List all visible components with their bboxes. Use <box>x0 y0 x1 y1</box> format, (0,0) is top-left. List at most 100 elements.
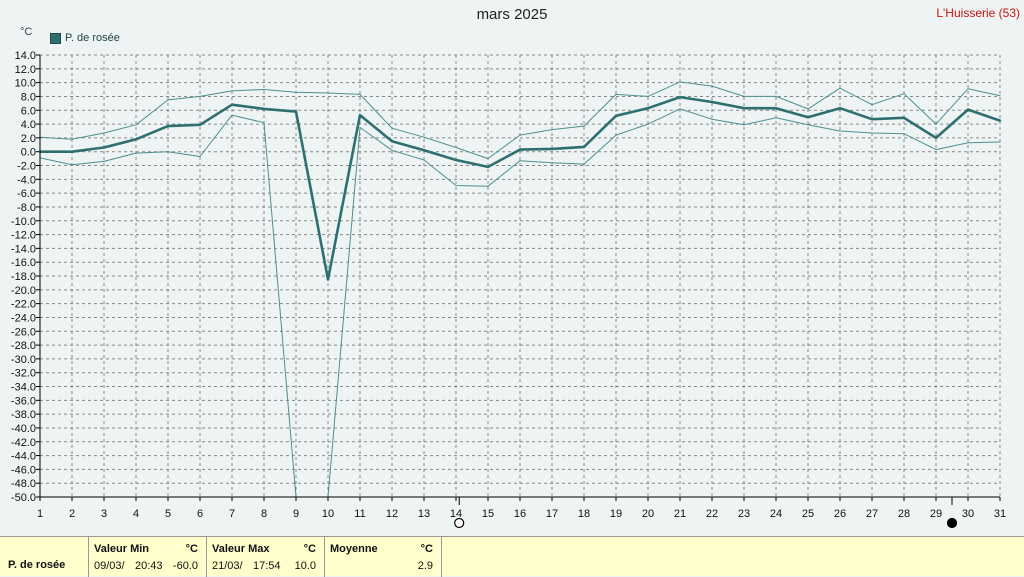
data-point-min <box>199 155 201 158</box>
data-point-min <box>679 108 681 110</box>
data-point-max <box>295 91 297 93</box>
data-point-max <box>455 146 457 149</box>
y-tick-label: -38.0 <box>11 409 36 421</box>
stats-max-header: Valeur Max <box>212 543 270 555</box>
x-tick-label: 25 <box>802 508 814 520</box>
x-tick-label: 8 <box>261 508 267 520</box>
data-point-min <box>263 122 265 124</box>
data-point-min <box>391 149 393 151</box>
x-tick-label: 26 <box>834 508 846 520</box>
data-point-mean <box>198 123 202 127</box>
y-tick-label: -4.0 <box>17 174 36 186</box>
data-point-max <box>839 87 841 89</box>
data-point-mean <box>550 147 554 151</box>
stats-series-cell: P. de rosée <box>0 537 89 577</box>
data-point-max <box>615 93 617 95</box>
data-point-max <box>935 123 937 125</box>
data-point-max <box>551 129 553 131</box>
data-point-mean <box>966 108 970 111</box>
data-point-max <box>167 99 169 101</box>
x-tick-label: 20 <box>642 508 654 520</box>
data-point-max <box>519 134 521 136</box>
data-point-max <box>743 95 745 97</box>
data-point-max <box>679 81 681 83</box>
data-point-max <box>71 138 73 140</box>
data-point-mean <box>454 158 458 162</box>
data-point-mean <box>326 278 330 281</box>
x-tick-label: 7 <box>229 508 235 520</box>
stats-max-time: 17:54 <box>253 560 281 572</box>
data-point-max <box>327 92 329 94</box>
data-point-mean <box>838 107 842 110</box>
data-point-min <box>231 114 233 116</box>
data-point-min <box>775 117 777 119</box>
moon-markers <box>454 497 958 529</box>
chart-title: mars 2025 <box>476 6 548 23</box>
data-point-min <box>743 124 745 126</box>
legend-label: P. de rosée <box>65 32 120 44</box>
stats-series-label: P. de rosée <box>8 559 66 571</box>
x-tick-label: 5 <box>165 508 171 520</box>
x-tick-label: 13 <box>418 508 430 520</box>
data-point-mean <box>486 165 490 169</box>
data-point-mean <box>582 145 586 149</box>
x-tick-label: 22 <box>706 508 718 520</box>
data-point-min <box>807 124 809 126</box>
legend-swatch <box>50 32 61 44</box>
y-axis-unit: °C <box>20 26 33 38</box>
stats-avg-value: 2.9 <box>417 560 433 572</box>
data-point-max <box>647 95 649 97</box>
data-point-mean <box>102 146 106 149</box>
stats-avg-header: Moyenne <box>330 543 378 555</box>
data-point-min <box>71 164 73 166</box>
data-point-max <box>807 108 809 110</box>
x-tick-label: 31 <box>994 508 1006 520</box>
data-point-max <box>711 85 713 87</box>
stats-min-date: 09/03/ <box>94 560 125 572</box>
y-tick-label: 10.0 <box>15 78 36 90</box>
x-tick-label: 14 <box>450 508 462 520</box>
data-point-mean <box>262 107 266 111</box>
data-point-mean <box>646 107 650 110</box>
data-point-min <box>167 151 169 153</box>
y-tick-label: -40.0 <box>11 423 36 435</box>
data-point-min <box>935 149 937 151</box>
x-tick-label: 24 <box>770 508 782 520</box>
data-point-max <box>359 93 361 95</box>
station-name: L'Huisserie (53) <box>936 6 1020 20</box>
data-point-min <box>999 141 1001 143</box>
data-point-min <box>519 160 521 162</box>
data-point-min <box>359 126 361 129</box>
data-point-mean <box>710 100 714 104</box>
data-point-min <box>135 152 137 154</box>
data-point-max <box>135 124 137 126</box>
x-tick-label: 18 <box>578 508 590 520</box>
x-tick-label: 17 <box>546 508 558 520</box>
stats-avg-unit: °C <box>420 543 433 555</box>
x-tick-label: 21 <box>674 508 686 520</box>
y-tick-label: 0.0 <box>21 147 36 159</box>
data-point-min <box>871 132 873 134</box>
data-point-mean <box>806 116 810 119</box>
x-tick-label: 27 <box>866 508 878 520</box>
y-tick-label: -50.0 <box>11 492 36 504</box>
y-tick-label: 12.0 <box>15 64 36 76</box>
data-point-mean <box>742 107 746 110</box>
data-point-min <box>487 185 489 187</box>
y-tick-label: -46.0 <box>11 464 36 476</box>
x-tick-label: 23 <box>738 508 750 520</box>
data-point-mean <box>358 113 362 117</box>
data-point-max <box>263 88 265 91</box>
y-tick-label: -34.0 <box>11 382 36 394</box>
y-tick-label: 4.0 <box>21 119 36 131</box>
data-point-max <box>423 136 425 138</box>
x-tick-label: 15 <box>482 508 494 520</box>
y-tick-label: -44.0 <box>11 451 36 463</box>
x-tick-label: 3 <box>101 508 107 520</box>
new-moon-icon <box>946 517 958 529</box>
stats-min-header: Valeur Min <box>94 543 150 555</box>
data-point-min <box>647 123 649 125</box>
y-tick-label: -26.0 <box>11 326 36 338</box>
y-tick-label: -22.0 <box>11 299 36 311</box>
x-tick-label: 2 <box>69 508 75 520</box>
